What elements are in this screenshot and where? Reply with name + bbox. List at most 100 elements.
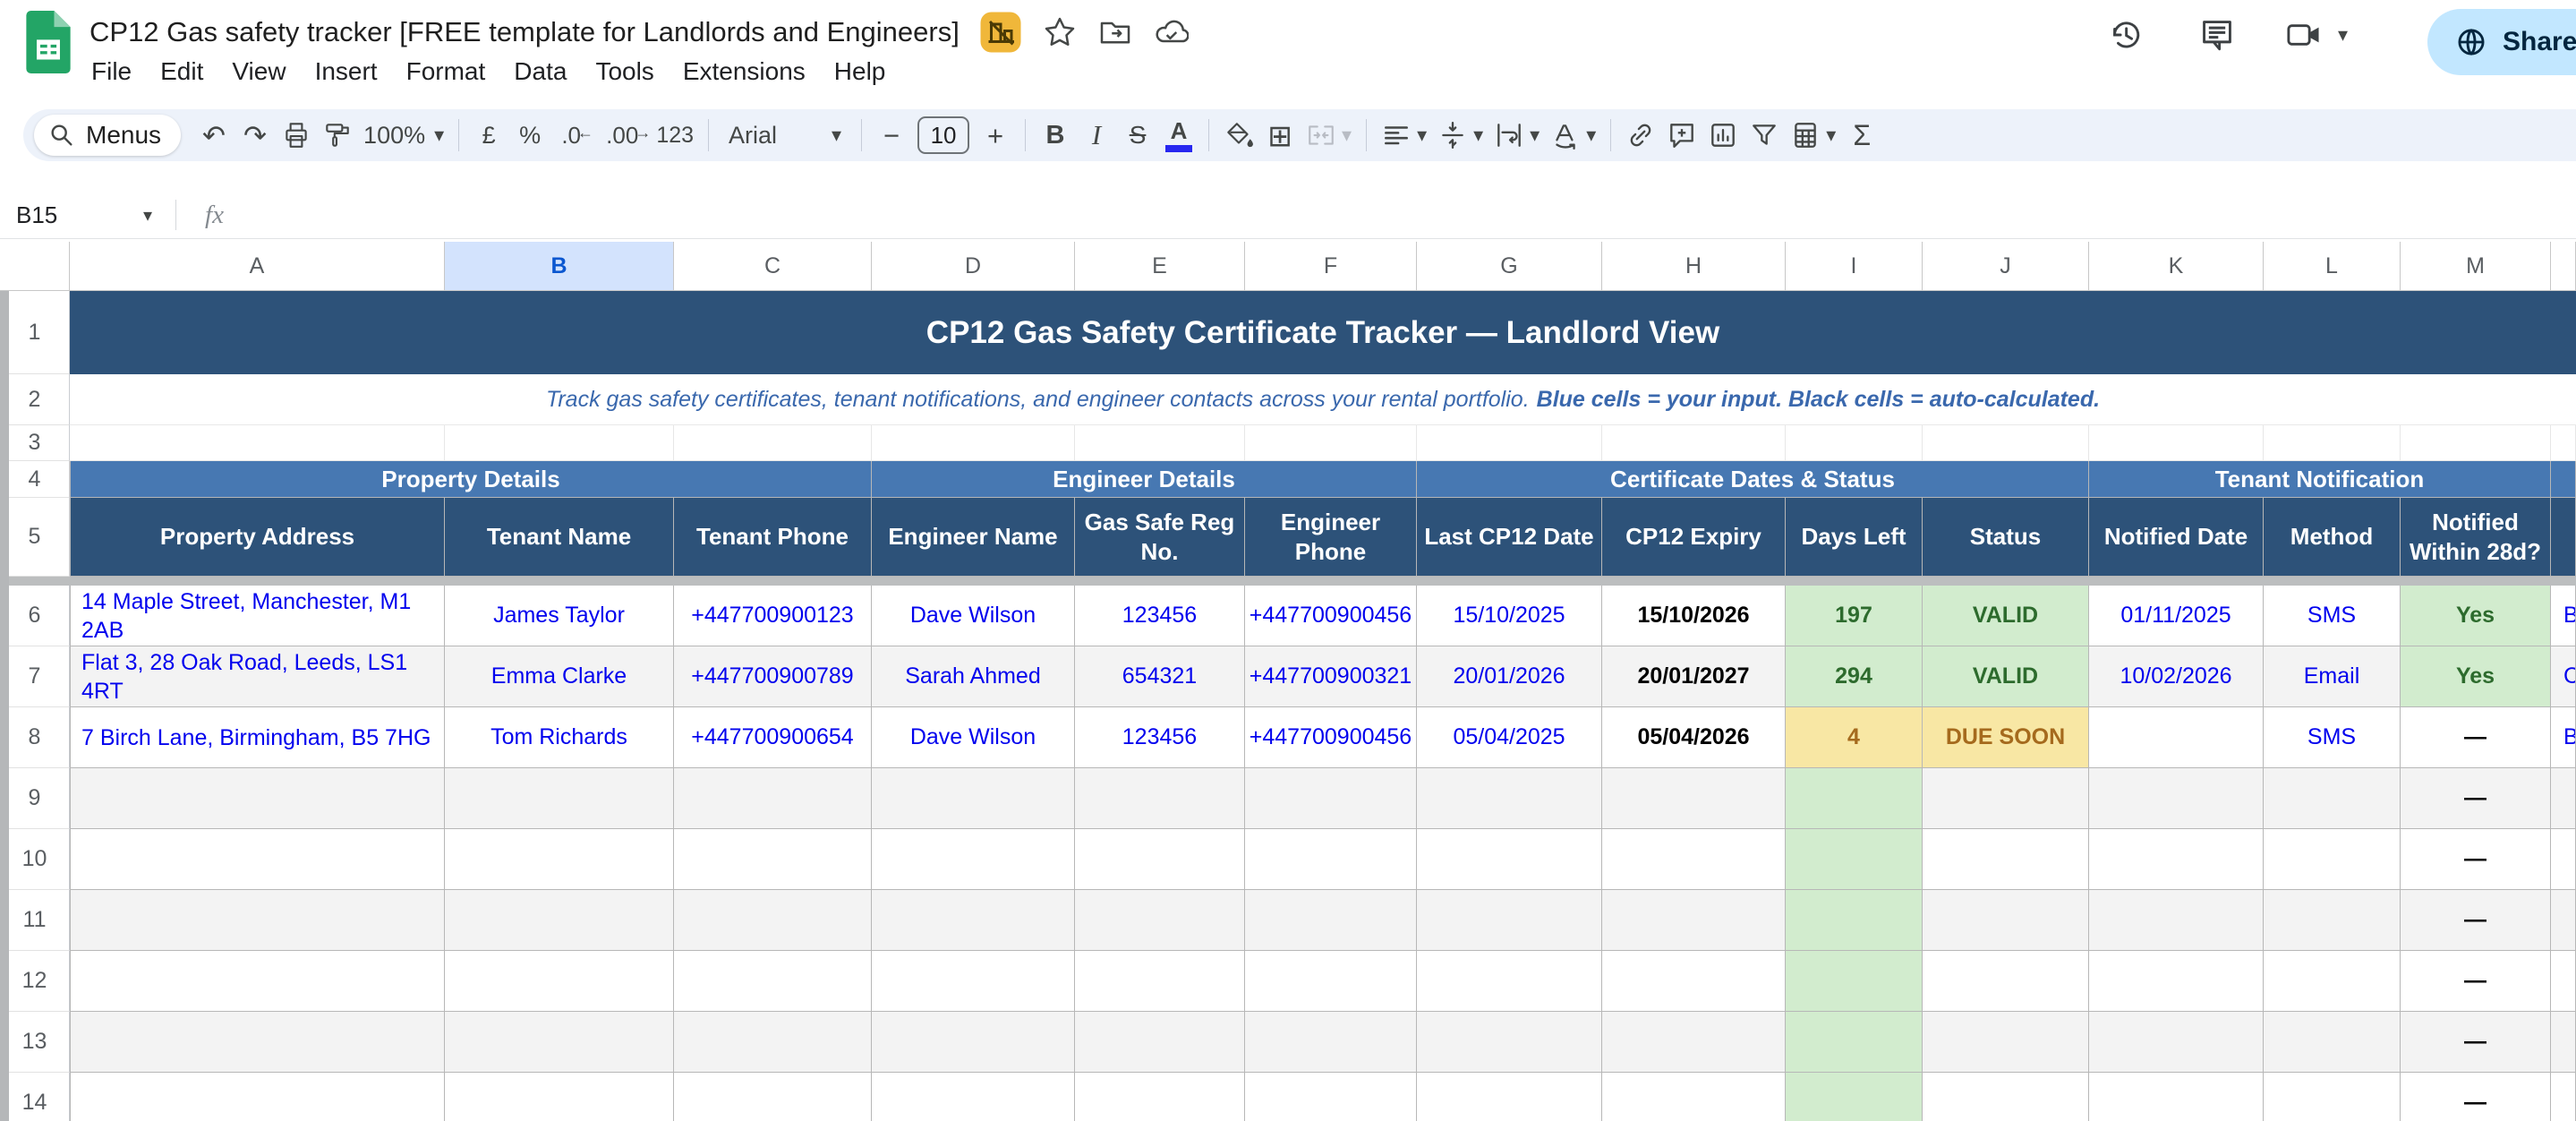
italic-button[interactable]: I (1076, 115, 1117, 156)
cell-L6[interactable]: SMS (2264, 586, 2401, 646)
row-header-10[interactable]: 10 (0, 829, 70, 890)
cell-C12[interactable] (674, 951, 872, 1012)
field-header[interactable]: Tenant Phone (674, 498, 872, 577)
cell-B14[interactable] (445, 1073, 674, 1121)
menu-data[interactable]: Data (514, 57, 567, 85)
fill-color-button[interactable] (1218, 115, 1259, 156)
formula-input[interactable] (224, 192, 2576, 238)
empty-cell[interactable] (1075, 425, 1245, 461)
cell-M7[interactable]: Yes (2401, 646, 2551, 707)
cell-L12[interactable] (2264, 951, 2401, 1012)
cell-A6[interactable]: 14 Maple Street, Manchester, M1 2AB (70, 586, 445, 646)
cell-F8[interactable]: +447700900456 (1245, 707, 1417, 768)
cell-E13[interactable] (1075, 1012, 1245, 1073)
cell-B7[interactable]: Emma Clarke (445, 646, 674, 707)
cell-B8[interactable]: Tom Richards (445, 707, 674, 768)
functions-button[interactable]: Σ (1841, 115, 1882, 156)
empty-cell[interactable] (70, 425, 445, 461)
cell-B6[interactable]: James Taylor (445, 586, 674, 646)
cell-C13[interactable] (674, 1012, 872, 1073)
row-header-13[interactable]: 13 (0, 1012, 70, 1073)
cell-L11[interactable] (2264, 890, 2401, 951)
column-header-L[interactable]: L (2264, 242, 2401, 290)
cell-H7[interactable]: 20/01/2027 (1602, 646, 1786, 707)
cell-G12[interactable] (1417, 951, 1602, 1012)
cell-C10[interactable] (674, 829, 872, 890)
cell-D8[interactable]: Dave Wilson (872, 707, 1075, 768)
cell-N12[interactable] (2551, 951, 2576, 1012)
group-header[interactable] (2551, 461, 2576, 498)
cell-D11[interactable] (872, 890, 1075, 951)
cell-A7[interactable]: Flat 3, 28 Oak Road, Leeds, LS1 4RT (70, 646, 445, 707)
cell-A12[interactable] (70, 951, 445, 1012)
cell-M14[interactable]: — (2401, 1073, 2551, 1121)
field-header[interactable]: Days Left (1786, 498, 1923, 577)
decrease-decimals-button[interactable]: .0 ← (550, 115, 593, 156)
cell-E9[interactable] (1075, 768, 1245, 829)
field-header[interactable]: CP12 Expiry (1602, 498, 1786, 577)
cell-L13[interactable] (2264, 1012, 2401, 1073)
empty-cell[interactable] (2401, 425, 2551, 461)
cell-C6[interactable]: +447700900123 (674, 586, 872, 646)
cell-D12[interactable] (872, 951, 1075, 1012)
cell-G14[interactable] (1417, 1073, 1602, 1121)
cell-H13[interactable] (1602, 1012, 1786, 1073)
column-header-E[interactable]: E (1075, 242, 1245, 290)
cell-N14[interactable] (2551, 1073, 2576, 1121)
cell-H8[interactable]: 05/04/2026 (1602, 707, 1786, 768)
cell-L14[interactable] (2264, 1073, 2401, 1121)
column-header-K[interactable]: K (2089, 242, 2264, 290)
decrease-font-size-button[interactable]: − (871, 115, 912, 156)
cell-J8[interactable]: DUE SOON (1923, 707, 2089, 768)
cell-F13[interactable] (1245, 1012, 1417, 1073)
cell-D6[interactable]: Dave Wilson (872, 586, 1075, 646)
cell-G8[interactable]: 05/04/2025 (1417, 707, 1602, 768)
field-header[interactable]: Status (1923, 498, 2089, 577)
document-title[interactable]: CP12 Gas safety tracker [FREE template f… (90, 16, 960, 47)
cell-M6[interactable]: Yes (2401, 586, 2551, 646)
print-button[interactable] (276, 115, 317, 156)
increase-font-size-button[interactable]: + (975, 115, 1016, 156)
cell-A8[interactable]: 7 Birch Lane, Birmingham, B5 7HG (70, 707, 445, 768)
menu-help[interactable]: Help (833, 57, 886, 85)
percent-format-button[interactable]: % (509, 115, 550, 156)
cell-J12[interactable] (1923, 951, 2089, 1012)
cell-A14[interactable] (70, 1073, 445, 1121)
row-header-6[interactable]: 6 (0, 586, 70, 646)
cell-N8[interactable]: B (2551, 707, 2576, 768)
row-header-8[interactable]: 8 (0, 707, 70, 768)
field-header[interactable]: Property Address (70, 498, 445, 577)
field-header[interactable] (2551, 498, 2576, 577)
cell-J10[interactable] (1923, 829, 2089, 890)
cell-E6[interactable]: 123456 (1075, 586, 1245, 646)
cell-G13[interactable] (1417, 1012, 1602, 1073)
cell-K7[interactable]: 10/02/2026 (2089, 646, 2264, 707)
empty-cell[interactable] (1417, 425, 1602, 461)
column-header-D[interactable]: D (872, 242, 1075, 290)
cell-I13[interactable] (1786, 1012, 1923, 1073)
menus-search-button[interactable]: Menus (34, 115, 182, 156)
menu-format[interactable]: Format (405, 57, 486, 85)
empty-cell[interactable] (2264, 425, 2401, 461)
text-wrap-button[interactable]: ▾ (1488, 115, 1545, 156)
empty-cell[interactable] (2551, 425, 2576, 461)
row-header-4[interactable]: 4 (0, 461, 70, 498)
cell-A9[interactable] (70, 768, 445, 829)
empty-cell[interactable] (674, 425, 872, 461)
row-header-2[interactable]: 2 (0, 374, 70, 425)
cell-M13[interactable]: — (2401, 1012, 2551, 1073)
cell-N6[interactable]: B (2551, 586, 2576, 646)
share-button[interactable]: Share (2427, 9, 2576, 75)
cell-F10[interactable] (1245, 829, 1417, 890)
field-header[interactable]: Method (2264, 498, 2401, 577)
insert-link-button[interactable] (1620, 115, 1661, 156)
strikethrough-button[interactable]: S (1117, 115, 1158, 156)
cell-H9[interactable] (1602, 768, 1786, 829)
cell-I12[interactable] (1786, 951, 1923, 1012)
field-header[interactable]: Notified Date (2089, 498, 2264, 577)
cell-K12[interactable] (2089, 951, 2264, 1012)
insert-comment-button[interactable] (1661, 115, 1702, 156)
cell-E10[interactable] (1075, 829, 1245, 890)
cell-F9[interactable] (1245, 768, 1417, 829)
cell-I8[interactable]: 4 (1786, 707, 1923, 768)
